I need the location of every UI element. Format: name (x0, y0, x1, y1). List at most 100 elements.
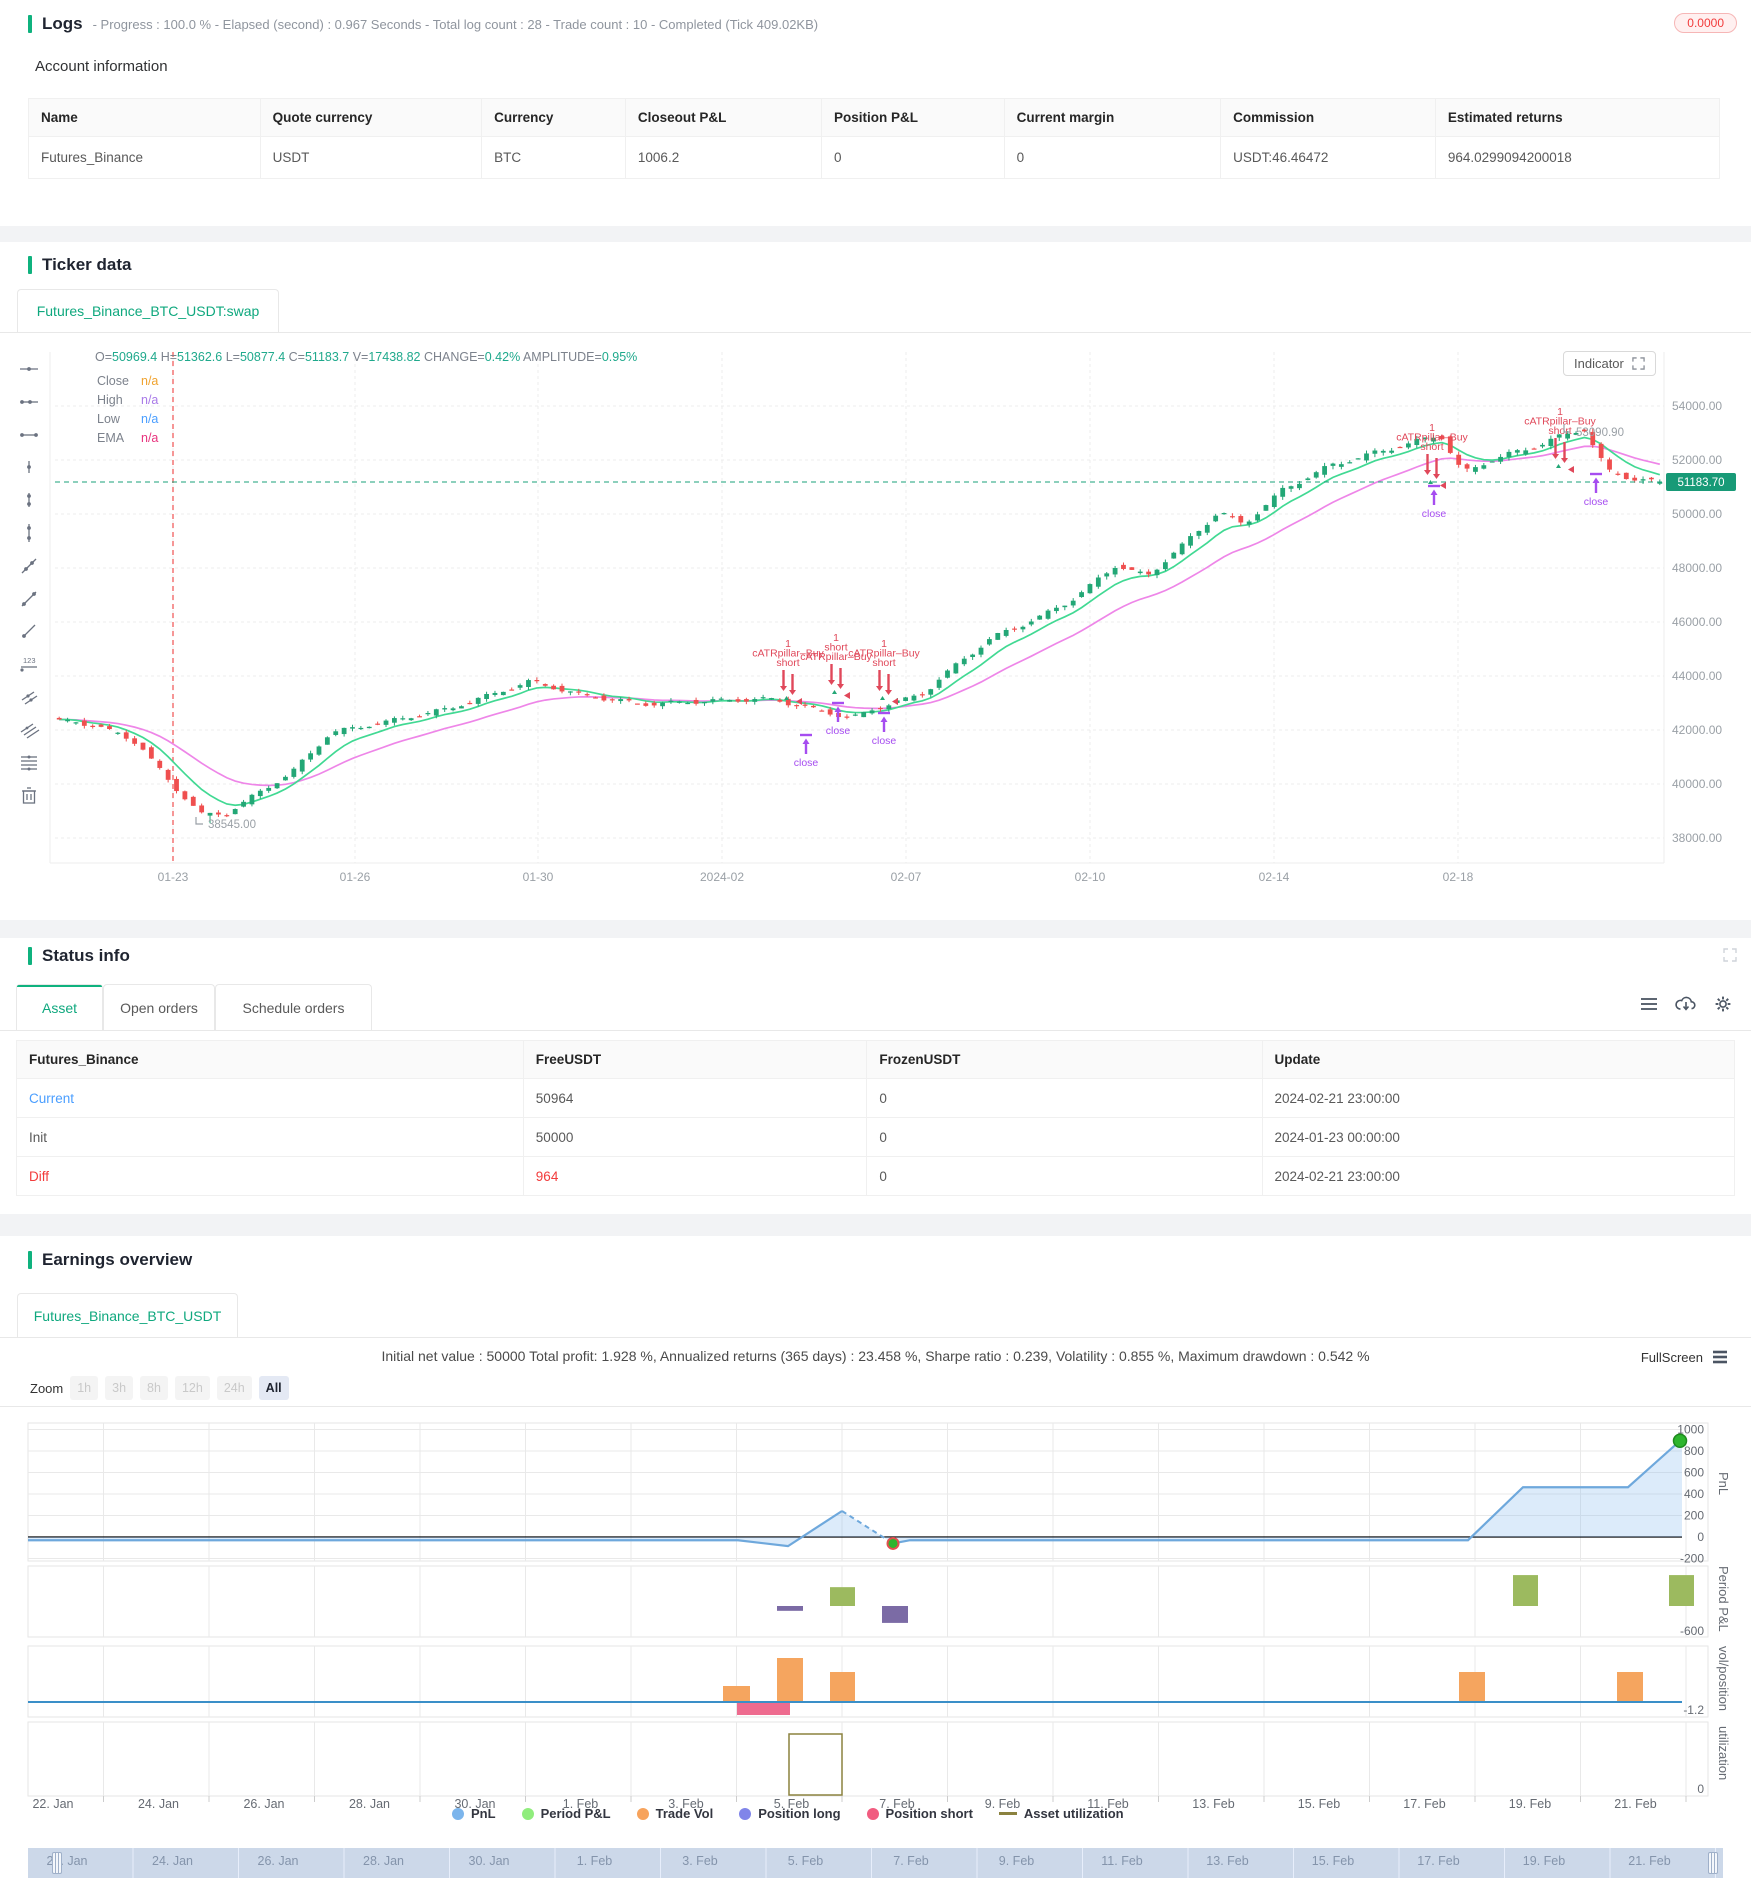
svg-text:02-14: 02-14 (1259, 870, 1290, 884)
ohlc-readout: O=50969.4 H=51362.6 L=50877.4 C=51183.7 … (95, 350, 637, 364)
status-tab-schedule-orders[interactable]: Schedule orders (215, 984, 372, 1030)
account-cell: USDT (259, 136, 483, 179)
account-info-heading: Account information (35, 58, 168, 75)
asset-cell: 0 (866, 1117, 1263, 1157)
zoom-button-1h[interactable]: 1h (70, 1376, 99, 1400)
green-accent-bar (28, 947, 32, 965)
tool-v-segment-icon[interactable] (16, 487, 42, 513)
svg-text:123: 123 (23, 656, 36, 665)
svg-text:01-23: 01-23 (158, 870, 189, 884)
collapse-icon[interactable] (1723, 948, 1737, 962)
svg-text:19. Feb: 19. Feb (1509, 1797, 1551, 1808)
tool-trash-icon[interactable] (16, 782, 42, 808)
navigator-date: 11. Feb (1101, 1854, 1143, 1868)
earnings-tab-futures-binance-btc-usdt[interactable]: Futures_Binance_BTC_USDT (17, 1293, 238, 1337)
ohlc-value: 51362.6 (177, 350, 226, 364)
account-cell: 964.0299094200018 (1434, 136, 1721, 179)
zoom-range-buttons: Zoom 1h 3h 8h 12h 24h All (30, 1376, 289, 1400)
tool-parallel-3-icon[interactable] (16, 717, 42, 743)
svg-text:1: 1 (1429, 422, 1435, 434)
ohlc-value: 17438.82 (368, 350, 424, 364)
account-col-header: Quote currency (259, 98, 483, 137)
account-table-row[interactable]: Futures_Binance USDT BTC 1006.2 0 0 USDT:46.46… (28, 136, 1721, 179)
svg-text:9. Feb: 9. Feb (985, 1797, 1020, 1808)
ticker-tab-futures-binance-btc-usdt-swap[interactable]: Futures_Binance_BTC_USDT:swap (17, 289, 279, 332)
asset-row[interactable]: Current 50964 0 2024-02-21 23:00:00 (16, 1078, 1736, 1118)
ohlc-value: 50877.4 (239, 350, 289, 364)
account-cell: USDT:46.46472 (1220, 136, 1436, 179)
status-section: Status info Asset Open orders Schedule ord… (0, 938, 1751, 1214)
legend-label: Trade Vol (655, 1806, 714, 1821)
svg-text:7. Feb: 7. Feb (879, 1797, 914, 1808)
range-navigator[interactable]: 22. Jan 24. Jan 26. Jan 28. Jan 30. Jan 1. Fe… (28, 1848, 1723, 1878)
tool-v-tall-icon[interactable] (16, 520, 42, 546)
earnings-chart[interactable]: 1000 800 600 400 200 0 -200 -600 -1.2 0 22. Jan 24.… (0, 1408, 1751, 1808)
tool-v-short-icon[interactable] (16, 454, 42, 480)
tool-crosshair-icon[interactable] (16, 356, 42, 382)
svg-text:1. Feb: 1. Feb (563, 1797, 598, 1808)
zoom-label: Zoom (30, 1380, 64, 1396)
tool-ray-icon[interactable] (16, 389, 42, 415)
tool-measure-icon[interactable]: 123 (16, 651, 42, 677)
legend-item-pnl[interactable]: PnL (452, 1806, 496, 1821)
legend-swatch (739, 1807, 752, 1820)
asset-table: Futures_Binance FreeUSDT FrozenUSDT Update … (16, 1040, 1736, 1196)
tool-diag-b-icon[interactable] (16, 586, 42, 612)
ticker-tab-label: Futures_Binance_BTC_USDT:swap (36, 303, 260, 319)
logs-summary: - Progress : 100.0 % - Elapsed (second) … (92, 16, 819, 32)
indicator-button[interactable]: Indicator (1563, 351, 1656, 376)
legend-label: Asset utilization (1023, 1806, 1124, 1821)
candlestick-chart[interactable]: 54000.00 52000.00 50000.00 48000.00 46000.00… (0, 340, 1751, 900)
svg-text:close: close (872, 735, 897, 747)
earnings-tabbar: Futures_Binance_BTC_USDT (0, 1293, 1751, 1338)
svg-text:54000.00: 54000.00 (1672, 399, 1722, 413)
earnings-title-text: Earnings overview (42, 1250, 193, 1269)
axis-title-period-pnl: Period P&L (1716, 1566, 1731, 1632)
asset-cell[interactable]: Current (16, 1078, 524, 1118)
svg-text:600: 600 (1684, 1466, 1704, 1480)
legend-swatch (998, 1812, 1017, 1815)
zoom-button-24h[interactable]: 24h (216, 1376, 252, 1400)
legend-item-position-long[interactable]: Position long (739, 1806, 841, 1821)
navigator-left-handle[interactable] (52, 1852, 62, 1874)
svg-text:1000: 1000 (1677, 1423, 1704, 1437)
navigator-right-handle[interactable] (1708, 1852, 1718, 1874)
status-tab-open-orders[interactable]: Open orders (103, 984, 215, 1030)
asset-cell[interactable]: Init (16, 1117, 524, 1157)
zoom-button-all[interactable]: All (258, 1376, 289, 1400)
account-cell: BTC (481, 136, 626, 179)
indicator-legend: Close n/a High n/a Low n/a EMA n/a (97, 372, 158, 448)
svg-text:short: short (1420, 441, 1443, 453)
asset-row[interactable]: Diff 964 0 2024-02-21 23:00:00 (16, 1156, 1736, 1196)
svg-text:40000.00: 40000.00 (1672, 777, 1722, 791)
svg-text:cATRpillar–Buy: cATRpillar–Buy (1396, 432, 1468, 444)
account-table-header: Name Quote currency Currency Closeout P&L Po… (28, 98, 1721, 137)
navigator-date: 24. Jan (151, 1854, 194, 1868)
zoom-button-12h[interactable]: 12h (174, 1376, 210, 1400)
navigator-date: 1. Feb (576, 1854, 613, 1868)
svg-text:28. Jan: 28. Jan (349, 1797, 390, 1808)
zoom-button-8h[interactable]: 8h (140, 1376, 168, 1400)
legend-item-period-p-l[interactable]: Period P&L (521, 1806, 611, 1821)
legend-item-asset-utilization[interactable]: Asset utilization (998, 1806, 1124, 1821)
svg-text:800: 800 (1684, 1444, 1704, 1458)
fullscreen-control[interactable]: FullScreen (1641, 1349, 1729, 1365)
gear-icon[interactable] (1713, 994, 1733, 1014)
svg-text:24. Jan: 24. Jan (138, 1797, 179, 1808)
legend-row-close: Close n/a (97, 374, 159, 388)
tool-parallel-2-icon[interactable] (16, 684, 42, 710)
status-tab-asset[interactable]: Asset (16, 984, 103, 1030)
legend-item-trade-vol[interactable]: Trade Vol (636, 1806, 714, 1821)
tool-diag-a-icon[interactable] (16, 553, 42, 579)
tool-h-stack-icon[interactable] (16, 750, 42, 776)
tool-segment-icon[interactable] (16, 422, 42, 448)
zoom-button-3h[interactable]: 3h (105, 1376, 134, 1400)
menu-icon[interactable] (1639, 994, 1659, 1014)
ohlc-key: CHANGE= (423, 350, 485, 364)
tool-diag-c-icon[interactable] (16, 618, 42, 644)
legend-item-position-short[interactable]: Position short (866, 1806, 973, 1821)
asset-row[interactable]: Init 50000 0 2024-01-23 00:00:00 (16, 1117, 1736, 1157)
cloud-download-icon[interactable] (1675, 994, 1697, 1014)
ohlc-key: L= (225, 350, 240, 364)
asset-cell[interactable]: Diff (16, 1156, 524, 1196)
